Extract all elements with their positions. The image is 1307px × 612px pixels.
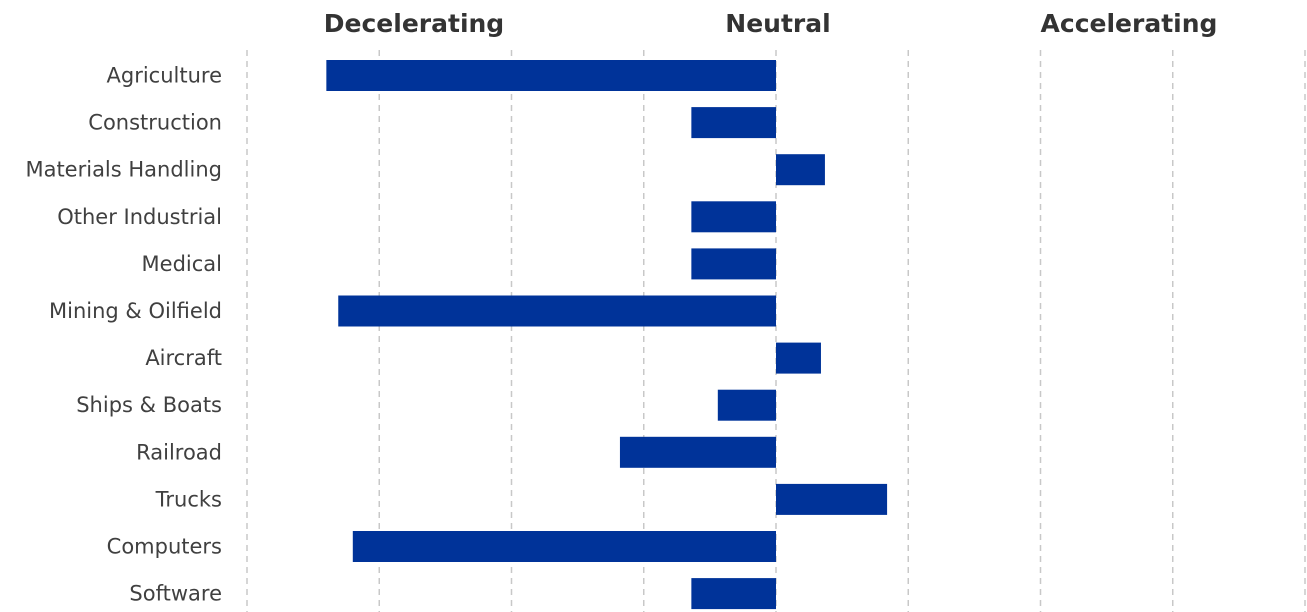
bar [776,342,821,374]
header-accelerating: Accelerating [1041,9,1218,38]
category-label: Ships & Boats [76,393,222,417]
bar [691,201,776,233]
bar [691,107,776,139]
category-label: Computers [107,535,222,559]
category-label: Materials Handling [25,158,222,182]
bar [717,389,776,421]
category-label: Trucks [155,487,222,511]
bar [776,154,825,186]
category-label: Aircraft [145,346,222,370]
bar [619,436,776,468]
bar [776,483,888,515]
category-label: Mining & Oilfield [49,299,222,323]
category-labels: Agriculture Construction Materials Handlin… [25,64,222,606]
bars [326,60,888,610]
header-decelerating: Decelerating [324,9,504,38]
header-neutral: Neutral [725,9,830,38]
category-label: Medical [142,252,222,276]
category-label: Railroad [136,440,222,464]
bar [691,578,776,610]
bar [691,248,776,280]
category-label: Construction [88,111,222,135]
bar [326,60,776,91]
category-label: Software [129,582,222,606]
category-label: Agriculture [107,64,223,88]
column-headers: Decelerating Neutral Accelerating [324,9,1218,38]
bar [338,295,776,327]
bar [352,531,776,562]
category-label: Other Industrial [57,205,222,229]
gridlines [246,50,1306,612]
